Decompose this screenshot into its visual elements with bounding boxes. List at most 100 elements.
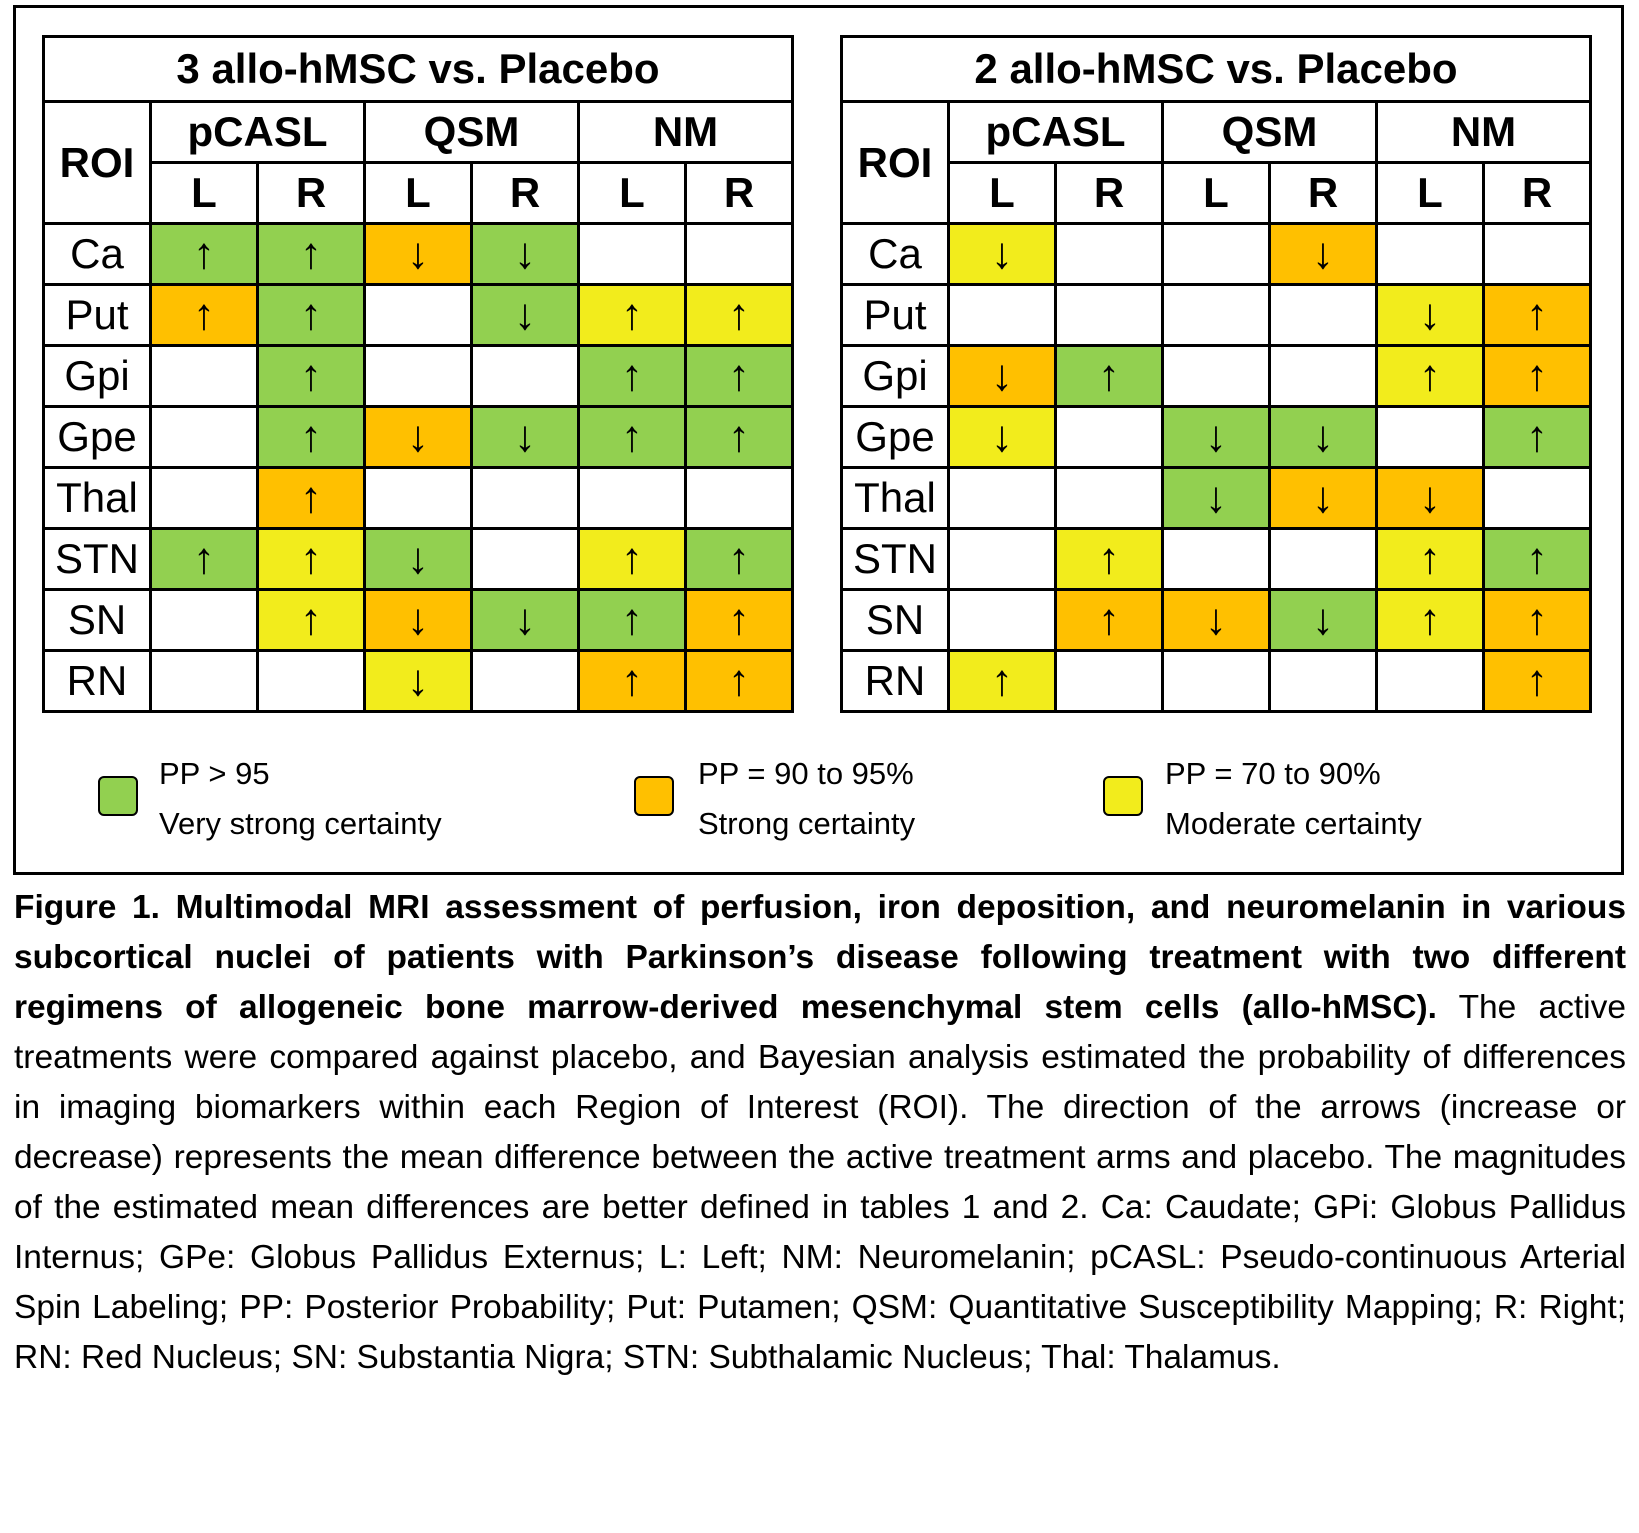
arrow: ↑ [728, 534, 750, 583]
roi-label: SN [42, 588, 152, 652]
legend-label: PP = 70 to 90% [1165, 756, 1381, 791]
roi-label: Gpi [840, 344, 950, 408]
cell: ↑ [577, 283, 687, 347]
cell: ↑ [256, 344, 366, 408]
cell [1482, 222, 1592, 286]
cell [684, 466, 794, 530]
cell: ↑ [684, 527, 794, 591]
cell [1054, 222, 1164, 286]
side-header: R [256, 161, 366, 225]
cell: ↑ [256, 527, 366, 591]
cell [1375, 649, 1485, 713]
cell [947, 588, 1057, 652]
roi-label: SN [840, 588, 950, 652]
cell: ↓ [470, 283, 580, 347]
cell: ↓ [363, 405, 473, 469]
arrow: ↓ [1205, 412, 1227, 461]
roi-row: Gpe ↑ ↓ ↓ ↑ ↑ [42, 405, 794, 469]
cell: ↑ [577, 405, 687, 469]
header-row: ROI pCASL QSM NM [840, 100, 1592, 225]
arrow: ↑ [728, 595, 750, 644]
cell [1482, 466, 1592, 530]
cell [149, 649, 259, 713]
arrow: ↑ [621, 351, 643, 400]
legend-description: Moderate certainty [1165, 806, 1422, 841]
cell: ↑ [577, 649, 687, 713]
arrow: ↓ [514, 412, 536, 461]
arrow: ↑ [991, 656, 1013, 705]
cell [1375, 222, 1485, 286]
cell: ↓ [1375, 466, 1485, 530]
arrow: ↑ [621, 290, 643, 339]
cell: ↑ [256, 588, 366, 652]
arrow: ↓ [991, 412, 1013, 461]
arrow: ↑ [621, 595, 643, 644]
side-header: L [1375, 161, 1485, 225]
roi-row: Gpi ↑ ↑ ↑ [42, 344, 794, 408]
arrow: ↓ [1312, 229, 1334, 278]
cell: ↑ [1482, 527, 1592, 591]
arrow: ↑ [1526, 656, 1548, 705]
cell: ↓ [363, 588, 473, 652]
arrow: ↑ [1526, 412, 1548, 461]
cell: ↑ [149, 527, 259, 591]
cell [1161, 527, 1271, 591]
arrow: ↑ [621, 656, 643, 705]
cell: ↓ [470, 405, 580, 469]
arrow: ↓ [514, 595, 536, 644]
cell [1268, 649, 1378, 713]
cell: ↑ [256, 466, 366, 530]
legend-label: PP = 90 to 95% [698, 756, 914, 791]
cell: ↑ [577, 588, 687, 652]
cell [1054, 649, 1164, 713]
cell [363, 466, 473, 530]
modality-header: NM [577, 100, 794, 164]
arrow: ↑ [300, 351, 322, 400]
roi-row: SN ↑ ↓ ↓ ↑ ↑ [840, 588, 1592, 652]
roi-label: STN [42, 527, 152, 591]
roi-label: RN [42, 649, 152, 713]
roi-row: Put ↑ ↑ ↓ ↑ ↑ [42, 283, 794, 347]
arrow: ↑ [1419, 534, 1441, 583]
arrow: ↑ [1098, 351, 1120, 400]
side-header: R [684, 161, 794, 225]
arrow: ↓ [407, 656, 429, 705]
cell [1054, 466, 1164, 530]
arrow: ↓ [407, 229, 429, 278]
table-title: 2 allo-hMSC vs. Placebo [840, 35, 1592, 103]
side-header: R [470, 161, 580, 225]
arrow: ↓ [1312, 473, 1334, 522]
arrow: ↑ [1098, 534, 1120, 583]
cell: ↑ [1375, 588, 1485, 652]
cell [1161, 649, 1271, 713]
cell: ↑ [684, 649, 794, 713]
roi-label: Ca [42, 222, 152, 286]
cell: ↑ [1482, 649, 1592, 713]
cell: ↓ [947, 222, 1057, 286]
cell: ↓ [470, 588, 580, 652]
cell: ↓ [363, 527, 473, 591]
arrow: ↓ [1419, 473, 1441, 522]
arrow: ↑ [193, 534, 215, 583]
cell: ↑ [1482, 588, 1592, 652]
caption: Figure 1. Multimodal MRI assessment of p… [14, 883, 1626, 1383]
cell [1268, 527, 1378, 591]
cell: ↑ [577, 527, 687, 591]
side-header: L [149, 161, 259, 225]
cell: ↓ [1268, 466, 1378, 530]
cell: ↑ [684, 344, 794, 408]
cell [1268, 344, 1378, 408]
cell [1375, 405, 1485, 469]
cell [363, 283, 473, 347]
roi-row: Gpe ↓ ↓ ↓ ↑ [840, 405, 1592, 469]
cell: ↑ [1482, 283, 1592, 347]
cell [149, 588, 259, 652]
roi-row: Ca ↓ ↓ [840, 222, 1592, 286]
arrow: ↑ [1098, 595, 1120, 644]
cell: ↑ [684, 588, 794, 652]
arrow: ↑ [1526, 595, 1548, 644]
arrow: ↓ [991, 229, 1013, 278]
arrow: ↑ [728, 412, 750, 461]
side-header: L [577, 161, 687, 225]
